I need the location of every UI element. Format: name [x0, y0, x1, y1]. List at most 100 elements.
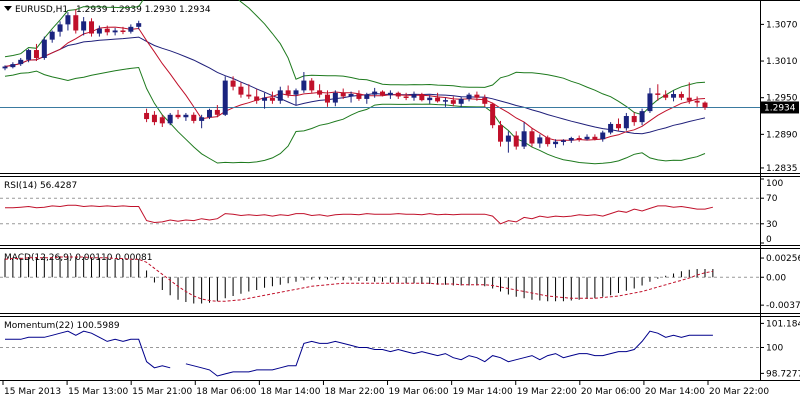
candle-body — [615, 123, 621, 129]
candle-body — [340, 92, 346, 97]
candle-body — [136, 23, 142, 27]
price-tick-label: 1.2890 — [766, 130, 798, 140]
candle-body — [576, 138, 582, 140]
candle-body — [269, 97, 275, 101]
candle-body — [545, 137, 551, 145]
candle-body — [678, 94, 684, 98]
candle-body — [33, 50, 39, 58]
candle-body — [450, 100, 456, 104]
candle-body — [608, 123, 614, 133]
candle-body — [387, 92, 393, 96]
candle-body — [285, 90, 291, 95]
candle-body — [419, 94, 425, 101]
candle-body — [262, 97, 268, 101]
candle-body — [191, 114, 197, 121]
candle-body — [254, 96, 260, 101]
momentum-label: Momentum(22) 100.5989 — [4, 321, 120, 331]
time-tick-label: 18 Mar 06:00 — [196, 387, 256, 397]
candle-body — [151, 114, 157, 123]
candle-body — [364, 94, 370, 99]
candle-body — [222, 80, 228, 115]
candle-body — [372, 91, 378, 95]
candle-body — [505, 135, 511, 142]
candle-body — [167, 114, 173, 124]
ohlc-readout: 1.2939 1.2939 1.2930 1.2934 — [76, 5, 211, 15]
moving-average-line — [4, 26, 706, 141]
time-tick-label: 20 Mar 06:00 — [581, 387, 641, 397]
bollinger-middle-line — [4, 36, 706, 135]
current-price-badge: 1.2934 — [761, 101, 799, 114]
candle-body — [104, 28, 110, 33]
time-tick-label: 19 Mar 06:00 — [389, 387, 449, 397]
candle-body — [120, 30, 126, 32]
time-tick-label: 19 Mar 14:00 — [453, 387, 513, 397]
candle-body — [537, 137, 543, 144]
candle-body — [623, 116, 629, 129]
rsi-tick-label: 0 — [766, 235, 772, 245]
candle-body — [144, 112, 150, 120]
candle-body — [592, 136, 598, 140]
candle-body — [112, 30, 118, 33]
bollinger-lower-line — [4, 66, 706, 165]
candle-body — [466, 94, 472, 99]
price-tick-label: 1.2950 — [766, 94, 798, 104]
candle-body — [686, 97, 692, 101]
candlestick-series — [2, 9, 708, 153]
candle-body — [671, 94, 677, 98]
macd-tick-label: -0.00372 — [766, 301, 800, 311]
momentum-line — [5, 330, 713, 377]
candle-body — [553, 141, 559, 145]
candle-body — [560, 140, 566, 142]
time-tick-label: 19 Mar 22:00 — [517, 387, 577, 397]
candle-body — [175, 114, 181, 118]
macd-label: MACD(12,26,9) 0.00110 0.00081 — [4, 253, 153, 263]
candle-body — [435, 97, 441, 102]
candle-body — [442, 100, 448, 102]
candle-body — [238, 86, 244, 95]
candle-body — [301, 80, 307, 91]
candle-body — [81, 21, 87, 31]
candle-body — [10, 64, 16, 68]
momentum-tick-label: 100 — [766, 343, 783, 353]
candle-body — [403, 96, 409, 98]
candle-body — [348, 94, 354, 97]
time-tick-label: 18 Mar 14:00 — [260, 387, 320, 397]
candle-body — [57, 24, 63, 32]
candle-body — [694, 100, 700, 103]
candle-body — [474, 94, 480, 98]
macd-tick-label: 0.00 — [766, 273, 786, 283]
candle-body — [458, 98, 464, 104]
collapse-triangle-icon[interactable] — [4, 6, 12, 11]
bollinger-upper-line — [4, 0, 706, 116]
macd-pane: 0.00256 0.00 -0.00372 — [0, 254, 800, 311]
time-tick-label: 20 Mar 22:00 — [709, 387, 769, 397]
time-tick-label: 15 Mar 2013 — [4, 387, 61, 397]
momentum-tick-label: 98.7277 — [766, 369, 800, 379]
candle-body — [490, 103, 496, 126]
candle-body — [18, 59, 24, 65]
candle-body — [482, 97, 488, 104]
candle-body — [568, 138, 574, 141]
time-tick-label: 18 Mar 22:00 — [324, 387, 384, 397]
momentum-pane: 101.1845 100 98.7277 — [0, 319, 800, 379]
candle-body — [529, 131, 535, 144]
candle-body — [513, 135, 519, 147]
time-tick-label: 20 Mar 14:00 — [645, 387, 705, 397]
candle-body — [356, 94, 362, 99]
candle-body — [309, 80, 315, 91]
candle-body — [49, 31, 55, 40]
candle-body — [293, 90, 299, 95]
time-tick-label: 15 Mar 21:00 — [132, 387, 192, 397]
candle-body — [96, 28, 102, 34]
candle-body — [206, 109, 212, 118]
candle-body — [655, 93, 661, 95]
candle-body — [183, 114, 189, 118]
candle-body — [159, 117, 165, 124]
candle-body — [65, 15, 71, 25]
candle-body — [600, 132, 606, 140]
candle-body — [41, 39, 47, 58]
candle-body — [324, 94, 330, 103]
candle-body — [214, 109, 220, 115]
chart-frame — [0, 0, 800, 381]
